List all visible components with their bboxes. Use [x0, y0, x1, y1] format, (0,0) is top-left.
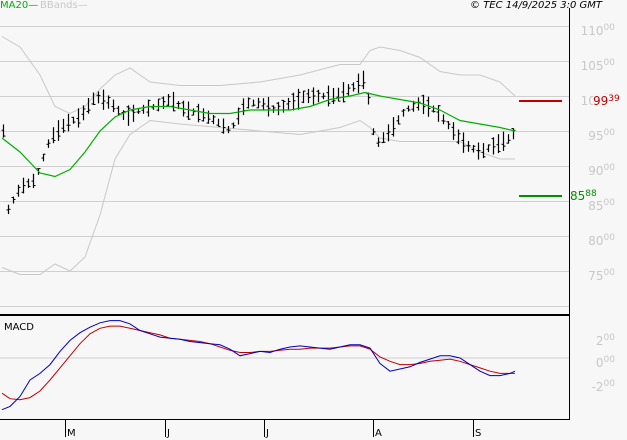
price-tick-11000: 11000 [580, 23, 615, 38]
level-lines [519, 100, 562, 197]
price-tick-7500: 7500 [588, 268, 615, 283]
resistance-level-label: 9939 [593, 94, 620, 108]
price-grid [0, 26, 569, 307]
price-tick-8000: 8000 [588, 233, 615, 248]
price-bars [1, 70, 516, 215]
legend-ma20: MA20— [0, 0, 39, 11]
macd-title: MACD [4, 322, 34, 333]
bollinger-bands [1, 36, 516, 275]
macd-tick-200: 200 [595, 333, 615, 348]
x-tick-jun: J [167, 428, 170, 439]
price-tick-10500: 10500 [580, 58, 615, 73]
macd-tick-0: 000 [595, 355, 615, 370]
copyright-timestamp: © TEC 14/9/2025 3:0 GMT [470, 0, 602, 11]
ma20-line [1, 91, 516, 178]
x-axis-ticks [65, 420, 474, 437]
x-tick-sep: S [475, 428, 482, 439]
price-tick-9000: 9000 [588, 163, 615, 178]
macd-lines [1, 320, 516, 411]
price-tick-8500: 8500 [588, 198, 615, 213]
macd-tick-minus-200: -200 [591, 379, 615, 394]
x-tick-may: M [67, 428, 76, 439]
legend-bbands: BBands— [40, 0, 88, 11]
x-tick-jul: J [266, 428, 269, 439]
support-level-label: 8588 [570, 189, 597, 203]
x-tick-aug: A [375, 428, 382, 439]
price-tick-9500: 9500 [588, 128, 615, 143]
